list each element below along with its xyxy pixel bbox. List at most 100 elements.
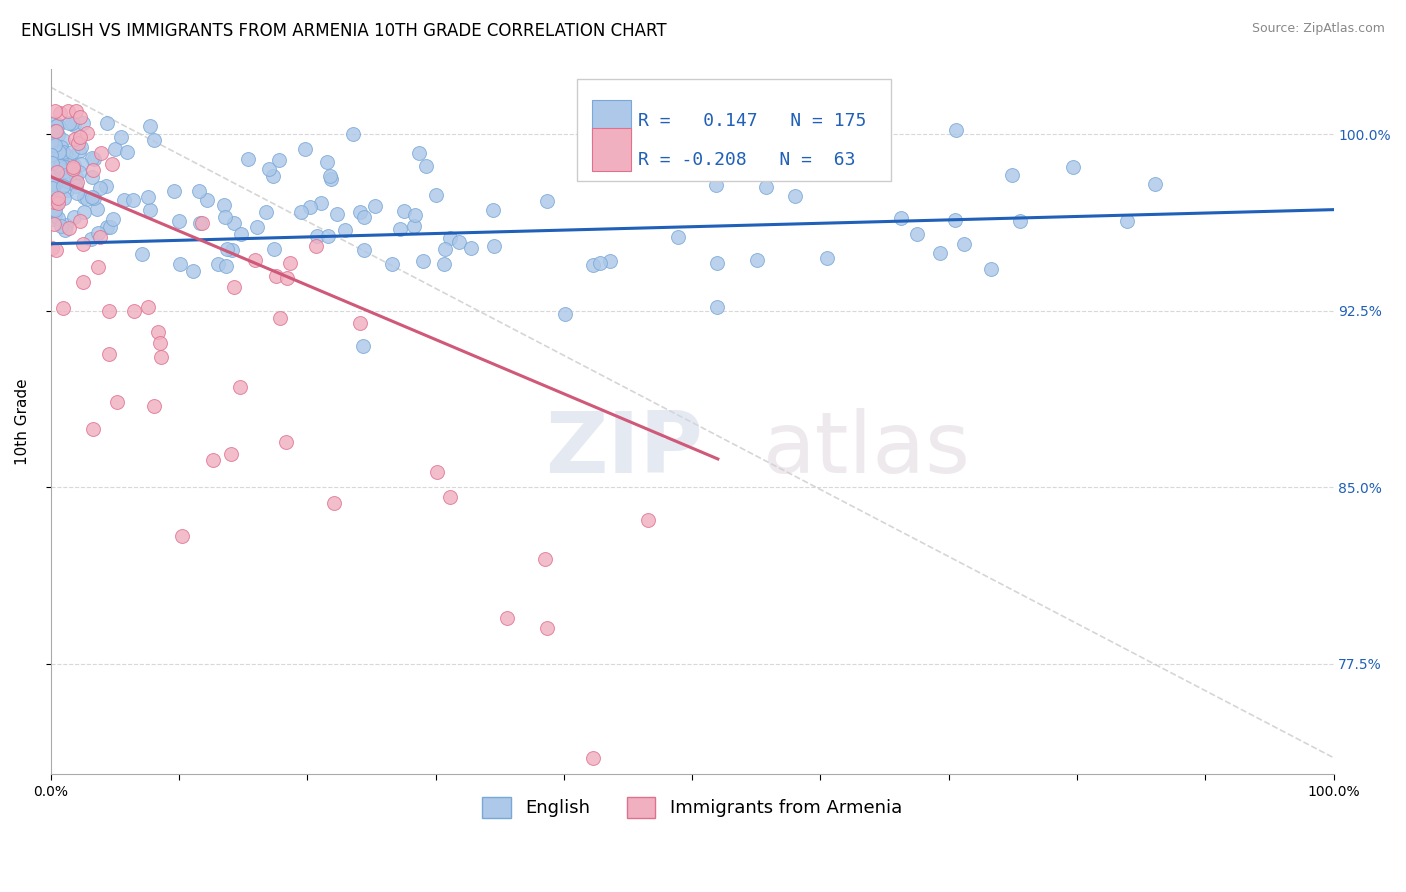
- Point: [51, 132, 73, 146]
- Point: [80, 190, 103, 204]
- Point: [72, 115, 94, 129]
- Point: [67, 144, 90, 158]
- Point: [762, 115, 785, 129]
- Point: [65, 179, 87, 194]
- Point: [349, 204, 371, 219]
- Point: [110, 129, 132, 144]
- Point: [104, 143, 127, 157]
- Point: [412, 253, 434, 268]
- FancyBboxPatch shape: [592, 100, 631, 143]
- Point: [425, 188, 447, 202]
- Point: [63, 119, 86, 133]
- Point: [408, 146, 430, 161]
- Point: [58, 115, 80, 129]
- Point: [42, 181, 65, 195]
- Point: [136, 190, 159, 204]
- Point: [447, 235, 470, 249]
- Point: [143, 133, 166, 147]
- Point: [1115, 213, 1137, 227]
- Point: [73, 204, 96, 219]
- Point: [70, 139, 93, 153]
- Point: [82, 422, 104, 436]
- Point: [44, 195, 66, 210]
- Point: [246, 219, 269, 234]
- Text: atlas: atlas: [762, 408, 970, 491]
- Point: [98, 303, 121, 318]
- Point: [41, 156, 63, 170]
- Point: [381, 257, 404, 271]
- Point: [697, 115, 720, 129]
- Point: [267, 153, 290, 168]
- Point: [318, 169, 340, 184]
- Point: [46, 165, 69, 179]
- Point: [262, 169, 284, 184]
- Point: [536, 621, 558, 635]
- Point: [69, 214, 91, 228]
- Point: [66, 136, 89, 150]
- Point: [39, 148, 62, 162]
- Point: [928, 245, 950, 260]
- Point: [172, 529, 194, 543]
- Point: [890, 211, 912, 225]
- Point: [55, 168, 77, 182]
- Point: [69, 110, 91, 124]
- Point: [755, 180, 778, 194]
- Point: [58, 220, 80, 235]
- Point: [49, 153, 72, 167]
- Point: [55, 218, 77, 232]
- Point: [52, 178, 75, 193]
- Point: [62, 210, 84, 224]
- Point: [62, 160, 84, 174]
- Point: [815, 251, 838, 265]
- Point: [97, 347, 120, 361]
- Point: [44, 115, 66, 129]
- Point: [188, 184, 211, 198]
- Point: [143, 399, 166, 413]
- Point: [41, 178, 63, 192]
- Point: [645, 136, 668, 151]
- Point: [76, 192, 98, 206]
- Point: [53, 160, 76, 174]
- Point: [582, 750, 605, 764]
- Point: [46, 191, 69, 205]
- Point: [276, 271, 298, 285]
- Text: ZIP: ZIP: [544, 408, 703, 491]
- Point: [706, 300, 728, 314]
- Point: [352, 339, 374, 353]
- Point: [83, 191, 105, 205]
- Point: [41, 181, 63, 195]
- Point: [69, 130, 91, 145]
- Point: [349, 316, 371, 330]
- Point: [45, 244, 67, 258]
- Point: [96, 219, 118, 234]
- Point: [48, 106, 70, 120]
- Point: [274, 434, 297, 449]
- Point: [80, 151, 103, 165]
- Point: [83, 152, 105, 166]
- Point: [257, 161, 280, 176]
- Point: [87, 260, 110, 274]
- Point: [905, 227, 928, 242]
- Point: [42, 146, 65, 161]
- Point: [214, 211, 236, 225]
- Point: [62, 162, 84, 177]
- Point: [831, 129, 853, 144]
- Point: [76, 126, 98, 140]
- Point: [404, 219, 426, 233]
- Point: [666, 230, 689, 244]
- Point: [41, 148, 63, 162]
- Point: [139, 203, 162, 218]
- Point: [72, 275, 94, 289]
- Point: [554, 307, 576, 321]
- Point: [48, 145, 70, 159]
- Point: [581, 258, 603, 272]
- Point: [105, 394, 128, 409]
- Point: [52, 145, 75, 160]
- Point: [188, 216, 211, 230]
- Point: [96, 179, 118, 194]
- Point: [404, 208, 426, 222]
- Point: [44, 218, 66, 232]
- Point: [124, 304, 146, 318]
- Point: [243, 252, 266, 267]
- Point: [86, 202, 108, 217]
